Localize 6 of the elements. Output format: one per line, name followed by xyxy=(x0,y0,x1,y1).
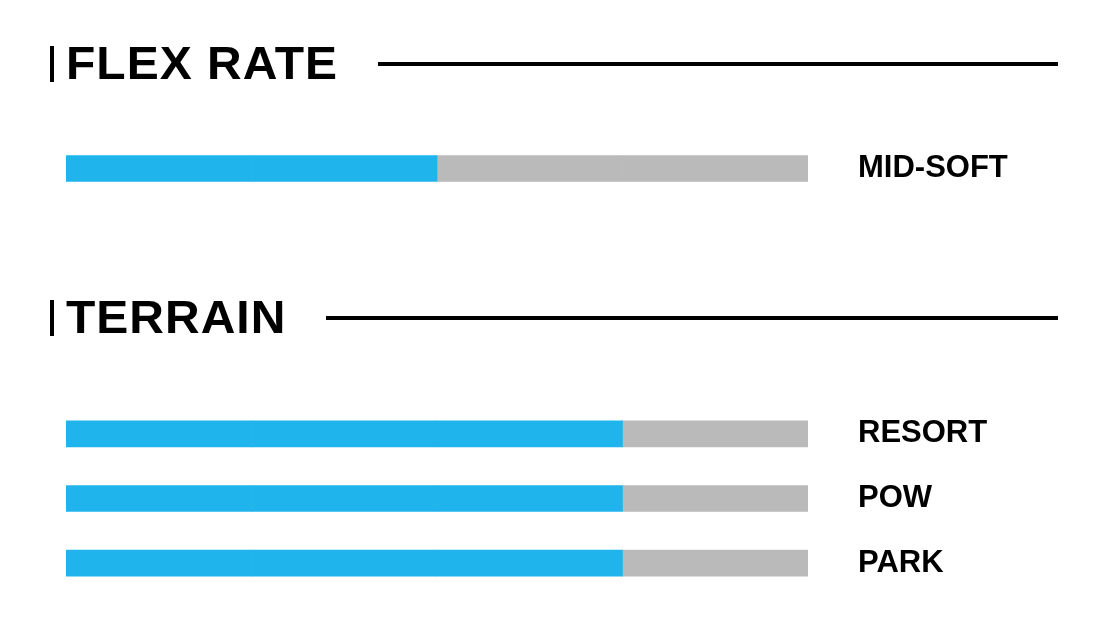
chart-title: FLEX RATE xyxy=(66,37,339,90)
y-tick-label: PARK xyxy=(858,543,945,579)
chart-title: TERRAIN xyxy=(66,291,287,344)
y-tick-label: RESORT xyxy=(858,414,988,450)
y-tick-label: MID-SOFT xyxy=(858,149,1008,185)
y-tick-label: POW xyxy=(858,479,933,515)
